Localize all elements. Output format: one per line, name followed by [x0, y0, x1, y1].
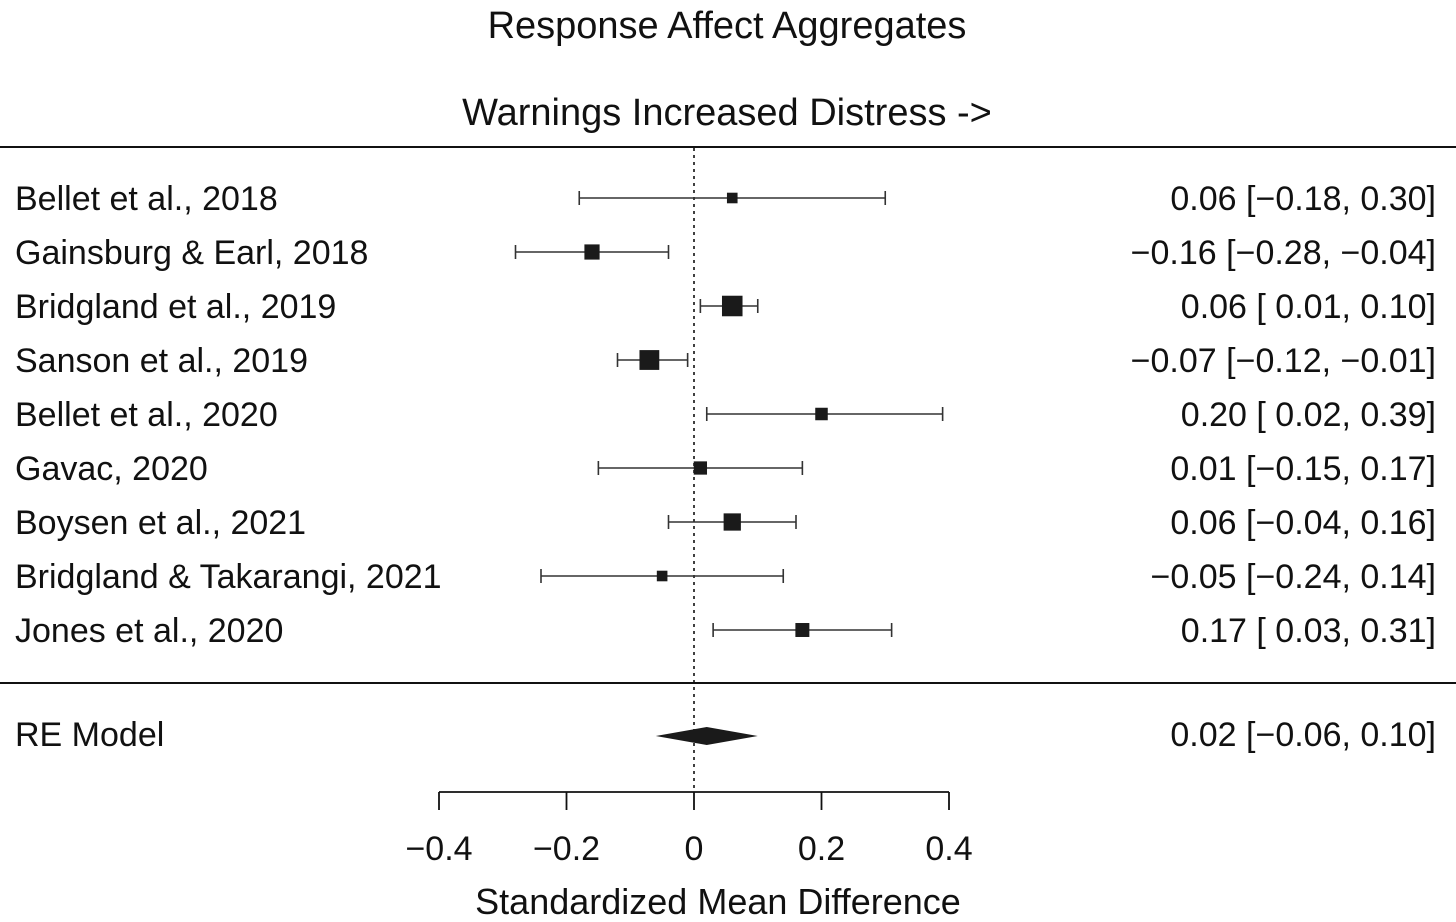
summary-label: RE Model: [15, 716, 164, 754]
point-estimate: [726, 192, 738, 204]
ci-value-label: −0.07 [−0.12, −0.01]: [1131, 342, 1436, 380]
ci-value-label: 0.01 [−0.15, 0.17]: [1170, 450, 1436, 488]
tick-label: −0.4: [405, 830, 472, 868]
point-estimate: [815, 407, 828, 421]
study-label: Bridgland et al., 2019: [15, 288, 336, 326]
ci-value-label: 0.06 [−0.18, 0.30]: [1170, 180, 1436, 218]
study-row: Bridgland et al., 2019 0.06 [ 0.01, 0.10]: [15, 288, 1436, 326]
tick-label: −0.2: [533, 830, 600, 868]
study-row: Gavac, 2020 0.01 [−0.15, 0.17]: [15, 450, 1436, 488]
study-row: Jones et al., 2020 0.17 [ 0.03, 0.31]: [15, 612, 1436, 650]
study-label: Bellet et al., 2020: [15, 396, 278, 434]
tick-label: 0: [685, 830, 704, 868]
study-rows: Bellet et al., 2018 0.06 [−0.18, 0.30] Gai…: [15, 180, 1436, 650]
study-label: Sanson et al., 2019: [15, 342, 308, 380]
summary-diamond: [655, 727, 758, 745]
study-label: Boysen et al., 2021: [15, 504, 306, 542]
study-row: Sanson et al., 2019 −0.07 [−0.12, −0.01]: [15, 342, 1436, 380]
ci-value-label: −0.16 [−0.28, −0.04]: [1131, 234, 1436, 272]
summary-row: RE Model 0.02 [−0.06, 0.10]: [15, 716, 1436, 754]
point-estimate: [721, 295, 743, 317]
study-label: Jones et al., 2020: [15, 612, 283, 650]
ci-value-label: 0.06 [ 0.01, 0.10]: [1181, 288, 1436, 326]
x-axis-title: Standardized Mean Difference: [475, 881, 961, 922]
x-axis-ticks: −0.4 −0.2 0 0.2 0.4: [405, 792, 973, 868]
point-estimate: [584, 244, 600, 260]
study-row: Bellet et al., 2020 0.20 [ 0.02, 0.39]: [15, 396, 1436, 434]
point-estimate: [639, 350, 660, 370]
ci-value-label: 0.20 [ 0.02, 0.39]: [1181, 396, 1436, 434]
ci-value-label: −0.05 [−0.24, 0.14]: [1151, 558, 1436, 596]
study-label: Gavac, 2020: [15, 450, 208, 488]
study-label: Bridgland & Takarangi, 2021: [15, 558, 442, 596]
point-estimate: [795, 623, 810, 637]
ci-value-label: 0.17 [ 0.03, 0.31]: [1181, 612, 1436, 650]
study-row: Bellet et al., 2018 0.06 [−0.18, 0.30]: [15, 180, 1436, 218]
study-label: Bellet et al., 2018: [15, 180, 278, 218]
study-row: Boysen et al., 2021 0.06 [−0.04, 0.16]: [15, 504, 1436, 542]
tick-label: 0.2: [798, 830, 845, 868]
study-row: Gainsburg & Earl, 2018 −0.16 [−0.28, −0.0…: [15, 234, 1436, 272]
ci-value-label: 0.06 [−0.04, 0.16]: [1170, 504, 1436, 542]
point-estimate: [693, 461, 708, 475]
tick-label: 0.4: [925, 830, 972, 868]
point-estimate: [723, 513, 741, 531]
chart-title: Response Affect Aggregates: [488, 5, 967, 47]
chart-subtitle: Warnings Increased Distress ->: [462, 92, 992, 134]
study-label: Gainsburg & Earl, 2018: [15, 234, 368, 272]
point-estimate: [656, 570, 668, 582]
x-axis: −0.4 −0.2 0 0.2 0.4: [405, 791, 973, 868]
summary-ci-label: 0.02 [−0.06, 0.10]: [1170, 716, 1436, 754]
study-row: Bridgland & Takarangi, 2021 −0.05 [−0.24,…: [15, 558, 1436, 596]
